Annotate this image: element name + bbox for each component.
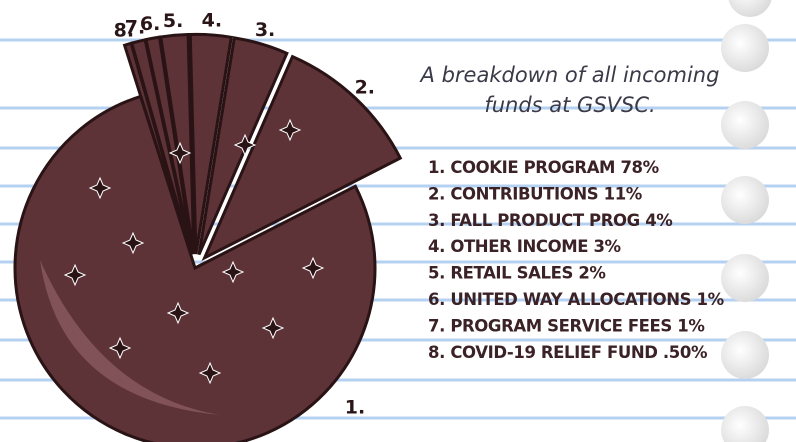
- slice-label: 1.: [345, 397, 365, 419]
- legend-categories: OTHER INCOME: [450, 237, 588, 256]
- legend-slice-labels: 7.: [428, 316, 445, 335]
- subtitle: A breakdown of all incoming funds at GSV…: [410, 60, 730, 120]
- legend-value-labels: 1%: [696, 290, 724, 309]
- legend-entry: 1. COOKIE PROGRAM 78%: [428, 158, 660, 177]
- legend-slice-labels: 2.: [428, 184, 445, 203]
- slice-label: 5.: [163, 10, 183, 32]
- legend-categories: RETAIL SALES: [450, 263, 573, 282]
- legend-categories: FALL PRODUCT PROG: [450, 210, 640, 229]
- legend-entry: 7. PROGRAM SERVICE FEES 1%: [428, 316, 705, 335]
- legend-slice-labels: 3.: [428, 210, 445, 229]
- legend-categories: COVID-19 RELIEF FUND: [450, 342, 657, 361]
- page: 8.7.6.5.4.3.2.1. 1. COOKIE PROGRAM 78%2.…: [0, 0, 796, 442]
- legend-slice-labels: 5.: [428, 263, 445, 282]
- legend-categories: COOKIE PROGRAM: [450, 158, 615, 177]
- legend-slice-labels: 6.: [428, 290, 445, 309]
- legend-categories: UNITED WAY ALLOCATIONS: [450, 290, 691, 309]
- slice-label: 6.: [140, 13, 160, 35]
- legend-value-labels: .50%: [663, 342, 708, 361]
- legend-slice-labels: 8.: [428, 342, 445, 361]
- slice-label: 3.: [255, 19, 275, 41]
- legend-value-labels: 78%: [620, 158, 659, 177]
- legend-entry: 2. CONTRIBUTIONS 11%: [428, 184, 643, 203]
- legend-categories: CONTRIBUTIONS: [450, 184, 598, 203]
- legend-entry: 6. UNITED WAY ALLOCATIONS 1%: [428, 290, 725, 309]
- legend-entry: 8. COVID-19 RELIEF FUND .50%: [428, 342, 708, 361]
- slice-label: 2.: [355, 76, 375, 98]
- legend-entry: 5. RETAIL SALES 2%: [428, 263, 606, 282]
- legend-value-labels: 11%: [604, 184, 643, 203]
- legend-entry: 4. OTHER INCOME 3%: [428, 237, 622, 256]
- legend: 1. COOKIE PROGRAM 78% 2. CONTRIBUTIONS 11…: [428, 158, 725, 362]
- legend-categories: PROGRAM SERVICE FEES: [450, 316, 672, 335]
- legend-slice-labels: 1.: [428, 158, 445, 177]
- legend-value-labels: 3%: [593, 237, 621, 256]
- legend-value-labels: 1%: [677, 316, 705, 335]
- legend-value-labels: 4%: [645, 210, 673, 229]
- slice-label: 4.: [202, 9, 222, 31]
- legend-slice-labels: 4.: [428, 237, 445, 256]
- legend-value-labels: 2%: [578, 263, 606, 282]
- legend-entry: 3. FALL PRODUCT PROG 4%: [428, 210, 673, 229]
